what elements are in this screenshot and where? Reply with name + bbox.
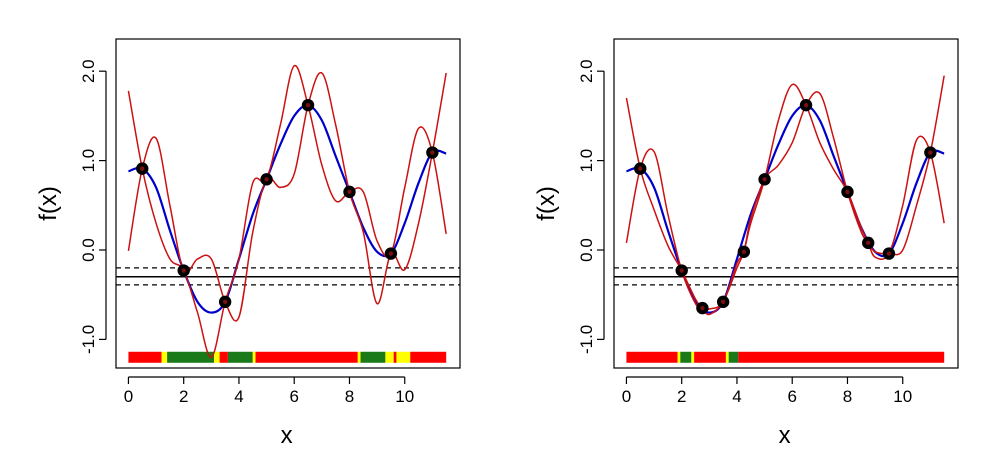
x-axis-title: x [779, 422, 791, 449]
right-panel: 0 2 4 6 8 10 -1.0 0.0 1.0 2.0 x f(x) [533, 38, 959, 449]
x-axis: 0 2 4 6 8 10 [124, 376, 414, 406]
x-tick-label: 6 [787, 387, 796, 406]
y-tick-label: 0.0 [79, 238, 98, 262]
y-axis-title: f(x) [533, 186, 560, 221]
indicator-segment [396, 351, 411, 363]
indicator-segment [227, 351, 253, 363]
observation-point-core [140, 166, 145, 171]
observation-point-core [928, 150, 933, 155]
observation-point-core [741, 249, 747, 254]
x-tick-label: 8 [345, 387, 354, 406]
indicator-segment [360, 351, 386, 363]
observation-points [634, 98, 937, 315]
left-panel: 0 2 4 6 8 10 -1.0 0.0 1.0 2.0 x f(x) [35, 38, 461, 449]
indicator-segment [252, 351, 256, 363]
plot-frame [613, 38, 959, 369]
indicator-segment [626, 351, 678, 363]
observation-point-core [430, 150, 435, 155]
observation-point-core [679, 268, 684, 273]
x-tick-label: 0 [124, 387, 133, 406]
plot-marks: 0 2 4 6 8 10 -1.0 0.0 1.0 2.0 [577, 59, 958, 406]
plot-marks: 0 2 4 6 8 10 -1.0 0.0 1.0 2.0 [79, 59, 460, 406]
bound-line [625, 83, 945, 316]
indicator-segment [385, 351, 394, 363]
y-tick-label: 1.0 [79, 149, 98, 173]
indicator-segment [167, 351, 215, 363]
x-tick-label: 2 [677, 387, 686, 406]
observation-point-core [638, 166, 643, 171]
observation-point-core [762, 177, 767, 182]
observation-points [136, 98, 439, 309]
y-axis: -1.0 0.0 1.0 2.0 [79, 59, 107, 354]
plot-frame [115, 38, 461, 369]
observation-point-core [347, 189, 352, 195]
y-tick-label: 2.0 [577, 59, 596, 83]
indicator-segment [410, 351, 447, 363]
y-axis-title: f(x) [35, 186, 62, 221]
indicator-segment [214, 351, 220, 363]
observation-point-core [803, 102, 809, 108]
observation-point-core [388, 251, 394, 256]
x-tick-label: 0 [622, 387, 631, 406]
indicator-segment [677, 351, 681, 363]
indicator-segment [728, 351, 739, 363]
indicator-segment [255, 351, 358, 363]
observation-point-core [720, 299, 726, 305]
bound-line [127, 65, 447, 359]
observation-point-core [866, 240, 871, 246]
indicator-segment [219, 351, 228, 363]
y-tick-label: -1.0 [79, 325, 98, 354]
indicator-segment [357, 351, 361, 363]
reference-lines [116, 267, 460, 286]
x-tick-label: 10 [395, 387, 414, 406]
observation-point-core [886, 251, 892, 256]
indicator-segment [128, 351, 162, 363]
y-tick-label: 2.0 [79, 59, 98, 83]
x-tick-label: 10 [893, 387, 912, 406]
true-function-line [128, 104, 447, 314]
y-tick-label: 1.0 [577, 149, 596, 173]
indicator-strip [128, 351, 447, 363]
bound-line [625, 75, 945, 311]
indicator-segment [161, 351, 168, 363]
observation-point-core [845, 189, 850, 195]
observation-point-core [305, 102, 311, 108]
observation-point-core [700, 305, 705, 311]
indicator-segment [393, 351, 397, 363]
true-function-line [626, 104, 945, 314]
indicator-strip [626, 351, 945, 363]
indicator-segment [694, 351, 726, 363]
x-tick-label: 6 [289, 387, 298, 406]
x-tick-label: 4 [732, 387, 741, 406]
indicator-segment [738, 351, 945, 363]
x-axis-title: x [281, 422, 293, 449]
reference-lines [614, 267, 958, 286]
curves [625, 75, 945, 316]
x-axis: 0 2 4 6 8 10 [622, 376, 912, 406]
x-tick-label: 8 [843, 387, 852, 406]
y-axis: -1.0 0.0 1.0 2.0 [577, 59, 605, 354]
y-tick-label: 0.0 [577, 238, 596, 262]
indicator-segment [680, 351, 692, 363]
x-tick-label: 4 [234, 387, 243, 406]
observation-point-core [181, 268, 186, 273]
curves [127, 65, 447, 359]
indicator-segment [725, 351, 729, 363]
y-tick-label: -1.0 [577, 325, 596, 354]
bound-line [127, 71, 447, 322]
observation-point-core [264, 177, 269, 182]
observation-point-core [222, 299, 228, 305]
x-tick-label: 2 [179, 387, 188, 406]
indicator-segment [691, 351, 695, 363]
